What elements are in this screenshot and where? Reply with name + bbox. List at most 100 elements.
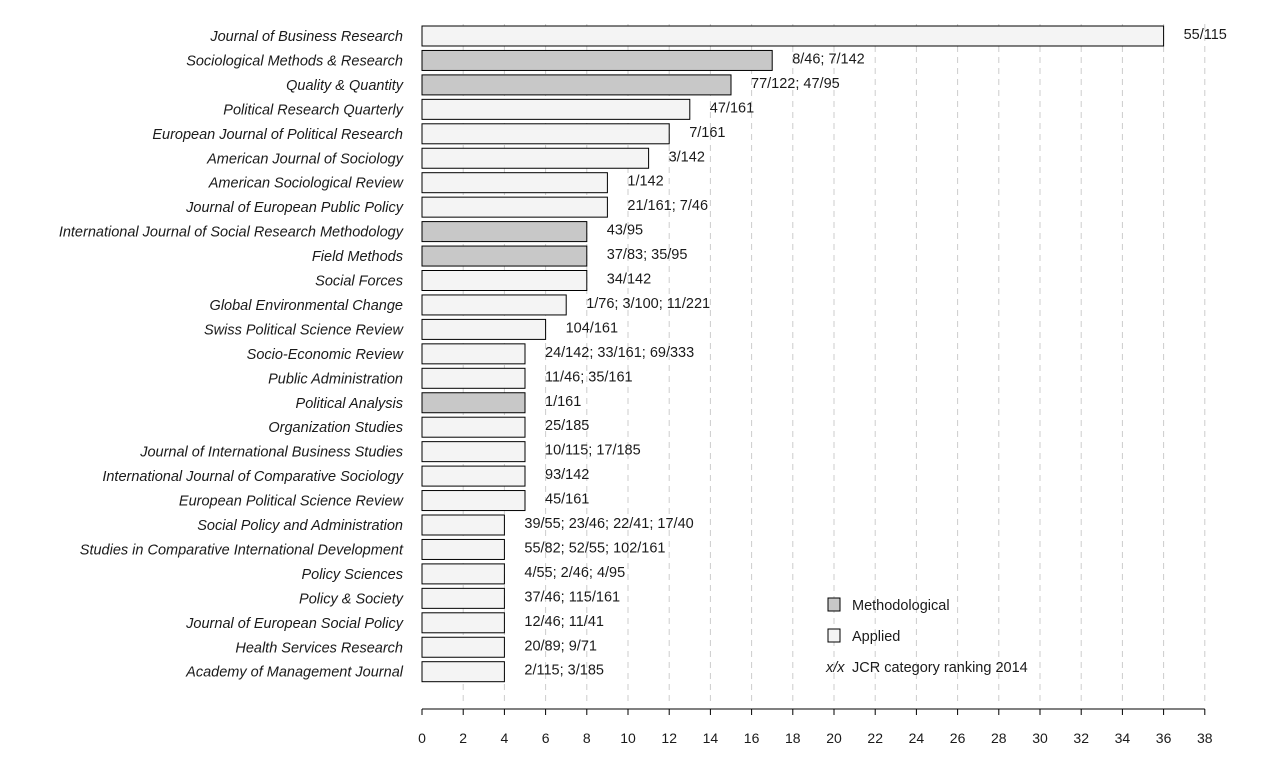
bar [421, 343, 526, 365]
legend-note-text: JCR category ranking 2014 [852, 660, 1028, 676]
bar [421, 538, 505, 560]
bars [421, 25, 1165, 683]
category-label: Journal of European Public Policy [185, 200, 404, 216]
bar-value-label: 43/95 [607, 223, 643, 239]
category-label: Public Administration [268, 371, 403, 387]
bar-value-label: 2/115; 3/185 [524, 663, 604, 679]
category-label: American Journal of Sociology [206, 151, 404, 167]
bar-value-label: 10/115; 17/185 [545, 443, 641, 459]
bar [421, 123, 670, 145]
category-label: Socio-Economic Review [247, 347, 405, 363]
category-label: Journal of Business Research [209, 29, 403, 45]
category-label: Social Forces [315, 274, 403, 290]
bar-value-label: 3/142 [669, 149, 705, 165]
x-tick-label: 36 [1156, 730, 1172, 746]
x-tick-label: 30 [1032, 730, 1048, 746]
category-label: Swiss Political Science Review [204, 322, 405, 338]
bar [421, 98, 691, 120]
category-label: Health Services Research [235, 640, 403, 656]
x-tick-label: 16 [744, 730, 760, 746]
bar-value-label: 47/161 [710, 100, 754, 116]
category-label: Policy & Society [299, 591, 404, 607]
bar [421, 392, 526, 414]
bar-value-label: 104/161 [566, 320, 618, 336]
bar-value-label: 34/142 [607, 272, 651, 288]
bar-value-label: 1/161 [545, 394, 581, 410]
category-labels: Journal of Business Research Sociological… [59, 29, 405, 681]
bar [421, 636, 505, 658]
bar [421, 270, 588, 291]
category-label: Organization Studies [268, 420, 403, 436]
category-label: Sociological Methods & Research [186, 53, 403, 69]
x-tick-label: 12 [661, 730, 677, 746]
legend-label-methodological: Methodological [852, 598, 950, 614]
x-tick-label: 10 [620, 730, 636, 746]
bar-value-label: 21/161; 7/46 [627, 198, 708, 214]
x-tick-label: 8 [583, 730, 591, 746]
bar [421, 465, 526, 487]
bar-value-label: 25/185 [545, 418, 589, 434]
legend-swatch-applied [827, 628, 841, 643]
bar [421, 196, 608, 218]
bar-value-label: 4/55; 2/46; 4/95 [524, 565, 625, 581]
x-tick-label: 4 [501, 730, 509, 746]
bar-value-label: 93/142 [545, 467, 589, 483]
bar-value-label: 12/46; 11/41 [524, 614, 604, 630]
bar [421, 245, 588, 267]
x-tick-label: 24 [909, 730, 925, 746]
bar [421, 514, 505, 536]
bar [421, 490, 526, 512]
category-label: Policy Sciences [301, 567, 403, 583]
bar [421, 661, 505, 683]
x-tick-label: 28 [991, 730, 1007, 746]
category-label: Studies in Comparative International Dev… [80, 542, 404, 558]
category-label: International Journal of Social Research… [59, 225, 404, 241]
category-label: Quality & Quantity [286, 78, 404, 94]
legend-label-applied: Applied [852, 629, 900, 645]
bar-value-label: 37/83; 35/95 [607, 247, 688, 263]
bar-value-label: 37/46; 115/161 [524, 589, 620, 605]
bar [421, 563, 505, 585]
bar-value-label: 55/115 [1184, 27, 1227, 43]
x-tick-label: 2 [459, 730, 467, 746]
category-label: European Journal of Political Research [152, 127, 403, 143]
category-label: Political Analysis [296, 396, 403, 412]
bar [421, 147, 650, 169]
category-label: Journal of European Social Policy [185, 616, 404, 632]
bar [421, 367, 526, 389]
bar [421, 318, 547, 340]
x-tick-label: 0 [418, 730, 426, 746]
bar-value-label: 45/161 [545, 492, 589, 508]
bar [421, 172, 608, 194]
bar-value-label: 20/89; 9/71 [524, 638, 597, 654]
category-label: European Political Science Review [179, 494, 405, 510]
bar [421, 25, 1165, 47]
x-tick-label: 14 [703, 730, 719, 746]
bar [421, 49, 773, 71]
category-label: International Journal of Comparative Soc… [102, 469, 403, 485]
x-tick-label: 18 [785, 730, 801, 746]
bar-value-label: 1/142 [627, 174, 663, 190]
x-tick-label: 22 [867, 730, 883, 746]
x-tick-label: 38 [1197, 730, 1213, 746]
category-label: Social Policy and Administration [197, 518, 403, 534]
x-tick-label: 20 [826, 730, 842, 746]
bar [421, 441, 526, 463]
bar-value-label: 7/161 [689, 125, 725, 141]
x-tick-label: 34 [1115, 730, 1131, 746]
x-axis: 0 2 4 6 8 10 12 14 16 18 20 22 24 26 28 30 32 34 36 38 [418, 708, 1213, 746]
legend-swatch-methodological [827, 597, 841, 612]
bar [421, 587, 505, 609]
bar [421, 612, 505, 634]
bar [421, 221, 588, 243]
category-label: Academy of Management Journal [185, 665, 404, 681]
x-tick-label: 26 [950, 730, 966, 746]
category-label: Global Environmental Change [210, 298, 403, 314]
category-label: Journal of International Business Studie… [139, 445, 403, 461]
legend-note-symbol: x/x [825, 660, 845, 676]
bar-value-labels: 55/115 8/46; 7/142 77/122; 47/95 47/161 7/16… [524, 27, 1226, 679]
bar-value-label: 39/55; 23/46; 22/41; 17/40 [524, 516, 693, 532]
bar-value-label: 1/76; 3/100; 11/221 [586, 296, 710, 312]
x-tick-label: 32 [1073, 730, 1089, 746]
